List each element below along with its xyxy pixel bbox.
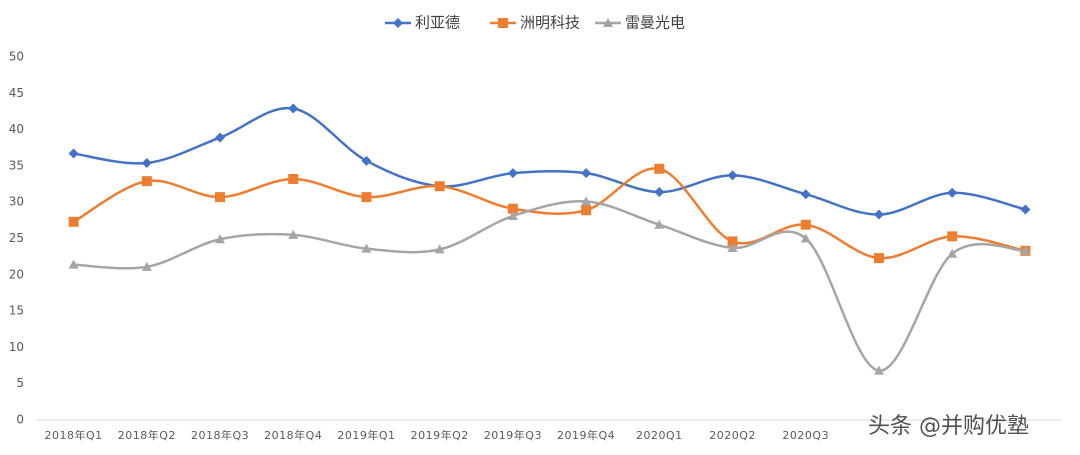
marker (581, 168, 592, 179)
y-tick-label: 0 (16, 413, 24, 427)
marker (141, 157, 152, 168)
y-tick-label: 10 (9, 340, 24, 354)
marker (800, 189, 811, 200)
marker (654, 219, 665, 229)
marker (727, 242, 738, 252)
marker (498, 18, 508, 28)
x-tick-label: 2020Q1 (636, 429, 683, 442)
marker (947, 187, 958, 198)
y-tick-label: 45 (9, 86, 24, 100)
marker (727, 170, 738, 181)
marker (361, 155, 372, 166)
marker (141, 261, 152, 271)
marker (873, 209, 884, 220)
marker (288, 103, 299, 114)
x-tick-label: 2018年Q1 (45, 428, 103, 442)
marker (873, 365, 884, 375)
x-tick-label: 2019年Q1 (337, 428, 395, 442)
x-tick-label: 2018年Q3 (191, 428, 249, 442)
marker (288, 173, 299, 184)
marker (434, 244, 445, 254)
marker (68, 216, 79, 227)
marker (141, 176, 152, 187)
marker (1020, 204, 1031, 215)
marker (581, 205, 592, 216)
marker (800, 233, 811, 243)
line (73, 200, 1026, 372)
y-tick-label: 5 (16, 376, 24, 390)
marker (727, 236, 738, 247)
line (72, 167, 1026, 260)
x-tick-label: 2018年Q2 (118, 428, 176, 442)
marker (215, 234, 226, 244)
y-tick-label: 30 (9, 195, 24, 209)
marker (1020, 245, 1031, 255)
marker (393, 18, 403, 28)
y-tick-label: 40 (9, 122, 24, 136)
x-tick-label: 2018年Q4 (264, 428, 322, 442)
marker (507, 210, 518, 220)
marker (947, 248, 958, 258)
legend-label: 洲明科技 (520, 14, 580, 32)
marker (215, 192, 226, 203)
line (73, 106, 1026, 216)
watermark: 头条 @并购优塾 (868, 414, 1029, 439)
x-tick-label: 2019年Q3 (484, 428, 542, 442)
marker (654, 187, 665, 198)
legend-label: 雷曼光电 (625, 14, 685, 32)
marker (507, 168, 518, 179)
y-tick-label: 35 (9, 158, 24, 172)
marker (947, 231, 958, 242)
marker (215, 132, 226, 143)
x-tick-label: 2019年Q2 (411, 428, 469, 442)
marker (434, 181, 445, 192)
x-tick-label: 2020Q3 (782, 429, 829, 442)
marker (288, 229, 299, 239)
marker (654, 163, 665, 174)
y-tick-label: 50 (9, 50, 24, 64)
y-tick-label: 25 (9, 231, 24, 245)
legend-label: 利亚德 (415, 14, 460, 32)
marker (361, 243, 372, 253)
marker (68, 148, 79, 159)
y-tick-label: 15 (9, 304, 24, 318)
x-tick-label: 2020Q2 (709, 429, 756, 442)
y-tick-label: 20 (9, 267, 24, 281)
marker (361, 192, 372, 203)
marker (507, 203, 518, 214)
marker (800, 219, 811, 230)
x-tick-label: 2019年Q4 (557, 428, 615, 442)
marker (68, 259, 79, 269)
marker (581, 196, 592, 206)
marker (873, 253, 884, 264)
marker (603, 18, 613, 27)
